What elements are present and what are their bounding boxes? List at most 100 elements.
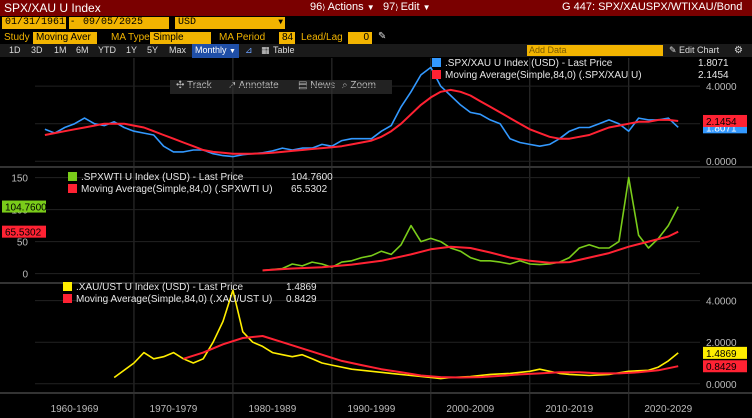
legend-label: .SPX/XAU U Index (USD) - Last Price xyxy=(445,58,613,69)
period-monthly-select[interactable]: Monthly ▼ xyxy=(192,44,239,58)
pencil-icon[interactable]: ✎ xyxy=(378,31,387,42)
edit-label: Edit xyxy=(400,1,420,13)
annotate-button[interactable]: ↗ Annotate xyxy=(228,80,279,91)
settings-gear-icon[interactable]: ⚙ xyxy=(734,45,743,56)
actions-menu[interactable]: 96⟩ Actions ▼ xyxy=(310,1,375,13)
x-tick-label: 1980-1989 xyxy=(248,404,296,415)
last-value-label: 65.5302 xyxy=(5,228,42,239)
last-value-badge xyxy=(703,114,747,127)
start-date-input[interactable]: 01/31/1961 xyxy=(2,17,66,29)
last-value-badge xyxy=(703,360,747,373)
lead-lag-input[interactable]: 0 xyxy=(348,32,372,44)
y-tick-label: 150 xyxy=(11,174,28,185)
moving-average-line xyxy=(262,230,679,272)
track-button[interactable]: ✣ Track xyxy=(176,80,212,91)
page-title: SPX/XAU U Index xyxy=(4,1,101,15)
news-icon: ▤ xyxy=(298,80,311,91)
legend-last-value: 0.8429 xyxy=(286,294,317,305)
ma-type-label: MA Type xyxy=(111,32,150,43)
chevron-down-icon: ▼ xyxy=(366,3,375,12)
news-button[interactable]: ▤ News xyxy=(298,80,335,91)
y-tick-label: 0.0000 xyxy=(706,380,737,391)
ma-period-input[interactable]: 84 xyxy=(279,32,295,44)
legend-label: Moving Average(Simple,84,0) (.XAU/UST U) xyxy=(76,294,272,305)
y-tick-label: 2.0000 xyxy=(706,338,737,349)
magnifier-icon: ⌕ xyxy=(342,80,351,91)
legend-swatch xyxy=(432,58,441,67)
price-series-line xyxy=(44,66,679,158)
table-icon[interactable]: ▦ xyxy=(261,45,270,55)
last-value-label: 2.1454 xyxy=(706,117,737,128)
edit-menu[interactable]: 97⟩ Edit ▼ xyxy=(383,1,431,13)
legend-last-value: 1.4869 xyxy=(286,282,317,293)
crosshair-icon: ✣ xyxy=(176,80,187,91)
period-5y[interactable]: 5Y xyxy=(147,45,159,55)
study-select[interactable]: Moving Aver xyxy=(33,32,97,44)
edit-prefix: 97 xyxy=(383,1,396,13)
last-value-label: 104.7600 xyxy=(5,203,47,214)
period-3d[interactable]: 3D xyxy=(31,45,43,55)
panel-separator xyxy=(0,282,752,284)
x-tick-label: 1970-1979 xyxy=(150,404,198,415)
title-bar: SPX/XAU U Index 96⟩ Actions ▼ 97⟩ Edit ▼… xyxy=(0,0,752,16)
period-6m[interactable]: 6M xyxy=(76,45,89,55)
end-date-value: 09/05/2025 xyxy=(83,17,144,28)
edit-chart-button[interactable]: ✎ Edit Chart xyxy=(669,44,719,57)
moving-average-line xyxy=(183,335,679,379)
currency-select[interactable]: USD ▼ xyxy=(175,17,285,29)
legend-last-value: 2.1454 xyxy=(698,70,729,81)
x-tick-label: 2000-2009 xyxy=(446,404,494,415)
price-series-line xyxy=(262,176,679,272)
period-1d[interactable]: 1D xyxy=(9,45,21,55)
table-button[interactable]: Table xyxy=(273,45,295,55)
pencil-icon: ✎ xyxy=(669,45,680,55)
legend-last-value: 1.8071 xyxy=(698,58,729,69)
chevron-down-icon: ▼ xyxy=(422,3,431,12)
last-value-badge xyxy=(2,200,46,213)
y-tick-label: 4.0000 xyxy=(706,297,737,308)
moving-average-line xyxy=(44,88,679,155)
legend-label: .SPXWTI U Index (USD) - Last Price xyxy=(81,172,244,183)
actions-prefix: 96 xyxy=(310,1,323,13)
ma-type-select[interactable]: Simple xyxy=(150,32,211,44)
chart-toolbar: ✣ Track ↗ Annotate ▤ News ⌕ Zoom xyxy=(170,80,392,94)
currency-value: USD xyxy=(178,17,197,28)
ma-period-label: MA Period xyxy=(219,32,266,43)
legend-last-value: 65.5302 xyxy=(291,184,328,195)
period-max[interactable]: Max xyxy=(169,45,187,55)
y-tick-label: 0 xyxy=(22,270,28,281)
period-1m[interactable]: 1M xyxy=(54,45,67,55)
period-ytd[interactable]: YTD xyxy=(98,45,116,55)
zoom-button[interactable]: ⌕ Zoom xyxy=(342,80,376,91)
add-data-input[interactable]: Add Data xyxy=(527,45,663,56)
actions-label: Actions xyxy=(327,1,364,13)
x-tick-label: 1990-1999 xyxy=(347,404,395,415)
last-value-label: 1.4869 xyxy=(706,349,737,360)
last-value-label: 1.8071 xyxy=(706,123,737,134)
chevron-down-icon: ▼ xyxy=(229,48,236,55)
legend-swatch xyxy=(432,70,441,79)
lead-lag-label: Lead/Lag xyxy=(301,32,343,43)
study-label: Study xyxy=(4,32,30,43)
legend-swatch xyxy=(63,294,72,303)
dash-separator: - xyxy=(71,16,75,27)
annotate-icon: ↗ xyxy=(228,80,237,91)
last-value-badge xyxy=(703,346,747,359)
x-tick-label: 2020-2029 xyxy=(644,404,692,415)
annotate-label: Annotate xyxy=(238,80,279,91)
last-value-badge xyxy=(2,225,46,238)
chart-type-icon[interactable]: ⊿ xyxy=(245,45,253,55)
chart-code: G 447: SPX/XAUSPX/WTIXAU/Bond xyxy=(562,1,743,13)
x-tick-label: 1960-1969 xyxy=(51,404,99,415)
y-tick-label: 50 xyxy=(17,238,29,249)
y-tick-label: 4.0000 xyxy=(706,82,737,93)
panel-separator xyxy=(0,166,752,168)
x-tick-label: 2010-2019 xyxy=(545,404,593,415)
legend-label: .XAU/UST U Index (USD) - Last Price xyxy=(76,282,244,293)
zoom-label: Zoom xyxy=(350,80,376,91)
y-tick-label: 0.0000 xyxy=(706,157,737,168)
period-1y[interactable]: 1Y xyxy=(126,45,138,55)
end-date-input[interactable]: 09/05/2025 xyxy=(69,17,169,29)
chevron-down-icon: ▼ xyxy=(278,18,283,27)
